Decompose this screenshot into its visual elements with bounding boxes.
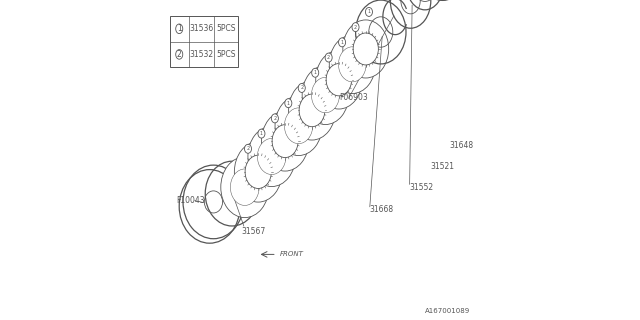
Text: 31668: 31668 (370, 205, 394, 214)
Text: 31552: 31552 (410, 183, 434, 192)
Ellipse shape (248, 126, 296, 187)
Text: A167001089: A167001089 (425, 308, 470, 314)
Ellipse shape (284, 108, 313, 144)
Ellipse shape (221, 157, 269, 218)
Ellipse shape (299, 94, 325, 127)
Ellipse shape (316, 50, 362, 109)
Ellipse shape (244, 144, 252, 153)
Ellipse shape (329, 35, 376, 93)
Ellipse shape (285, 99, 292, 108)
Text: 1: 1 (260, 131, 263, 136)
Ellipse shape (339, 47, 366, 82)
Ellipse shape (176, 50, 183, 59)
Ellipse shape (230, 169, 259, 205)
Ellipse shape (234, 141, 282, 202)
Ellipse shape (325, 53, 332, 62)
Text: 31521: 31521 (430, 162, 454, 171)
Ellipse shape (275, 96, 322, 156)
Ellipse shape (245, 155, 271, 188)
Text: 5PCS: 5PCS (216, 24, 236, 33)
Text: 31648: 31648 (450, 141, 474, 150)
Ellipse shape (312, 77, 339, 113)
Ellipse shape (272, 125, 298, 157)
Ellipse shape (339, 38, 346, 47)
Text: F10043: F10043 (176, 196, 205, 204)
Text: 2: 2 (177, 50, 182, 59)
Text: 2: 2 (273, 116, 276, 121)
Ellipse shape (312, 68, 319, 77)
Ellipse shape (352, 23, 359, 32)
Ellipse shape (353, 33, 378, 65)
Text: 2: 2 (246, 146, 250, 151)
Text: 2: 2 (354, 25, 357, 30)
Ellipse shape (176, 24, 183, 34)
Ellipse shape (258, 129, 265, 138)
Ellipse shape (343, 20, 388, 78)
Ellipse shape (257, 139, 286, 174)
Ellipse shape (326, 64, 351, 96)
Text: 2: 2 (327, 55, 330, 60)
Text: F06903: F06903 (339, 93, 368, 102)
Text: 1: 1 (367, 9, 371, 14)
Text: 31536: 31536 (189, 24, 214, 33)
Text: 5PCS: 5PCS (216, 50, 236, 59)
Text: 1: 1 (287, 101, 290, 106)
Text: 1: 1 (340, 40, 344, 45)
Ellipse shape (271, 114, 278, 123)
Text: 31567: 31567 (242, 228, 266, 236)
Text: 31532: 31532 (189, 50, 214, 59)
Ellipse shape (262, 111, 308, 171)
Bar (170, 16, 238, 67)
Ellipse shape (365, 7, 372, 16)
Ellipse shape (302, 66, 349, 124)
Ellipse shape (289, 81, 335, 140)
Text: 2: 2 (300, 85, 303, 91)
Ellipse shape (298, 84, 305, 92)
Text: 1: 1 (314, 70, 317, 75)
Text: FRONT: FRONT (280, 252, 304, 257)
Text: 1: 1 (177, 24, 182, 33)
